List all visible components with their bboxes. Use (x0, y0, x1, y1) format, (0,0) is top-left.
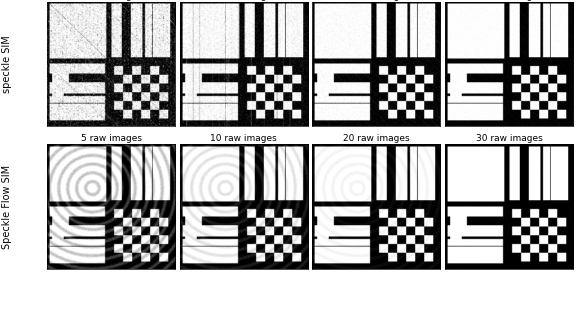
Title: 30 raw images: 30 raw images (476, 134, 543, 144)
Title: 5 raw images: 5 raw images (81, 134, 142, 144)
Title: 10 raw images: 10 raw images (210, 0, 277, 1)
Text: speckle SIM: speckle SIM (2, 35, 12, 93)
Title: 20 raw images: 20 raw images (343, 0, 410, 1)
Title: 5 raw images: 5 raw images (81, 0, 142, 1)
Text: Speckle Flow SIM: Speckle Flow SIM (2, 165, 12, 249)
Title: 10 raw images: 10 raw images (210, 134, 277, 144)
Title: 40 raw images: 40 raw images (476, 0, 543, 1)
Title: 20 raw images: 20 raw images (343, 134, 410, 144)
